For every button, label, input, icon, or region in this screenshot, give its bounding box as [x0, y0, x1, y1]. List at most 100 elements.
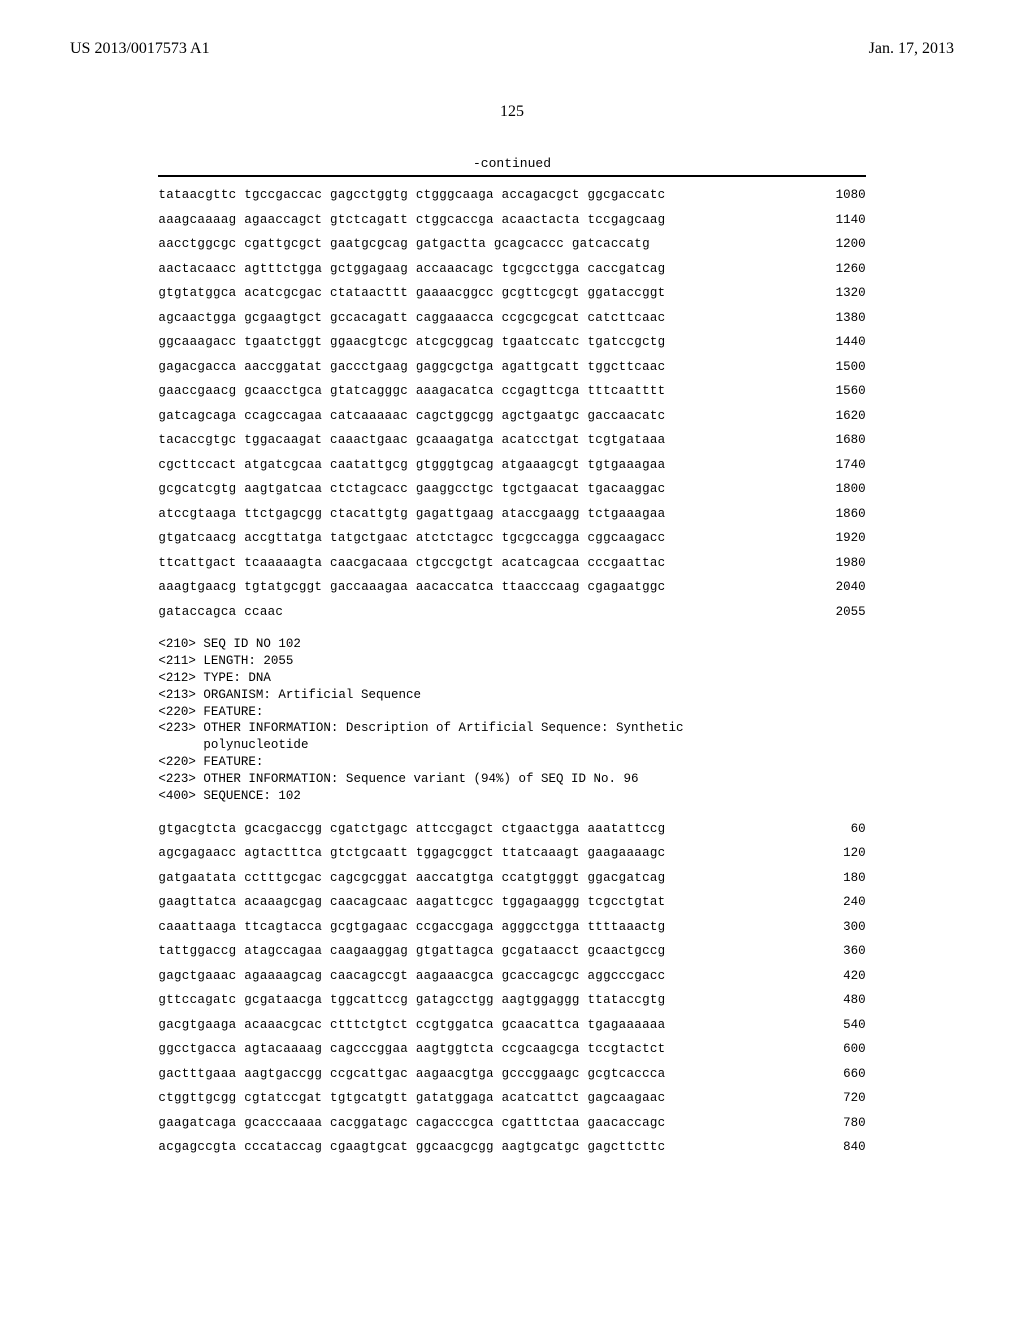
sequence-position: 1620 — [811, 410, 866, 423]
sequence-line: aacctggcgc cgattgcgct gaatgcgcag gatgact… — [158, 238, 865, 251]
sequence-position: 60 — [816, 823, 866, 836]
sequence-position: 1200 — [811, 238, 866, 251]
sequence-position: 660 — [816, 1068, 866, 1081]
sequence-position: 120 — [816, 847, 866, 860]
sequence-line: gagacgacca aaccggatat gaccctgaag gaggcgc… — [158, 361, 865, 374]
sequence-text: gtgatcaacg accgttatga tatgctgaac atctcta… — [158, 532, 665, 545]
sequence-text: aacctggcgc cgattgcgct gaatgcgcag gatgact… — [158, 238, 649, 251]
meta-line: <220> FEATURE: — [158, 704, 865, 721]
sequence-text: gatcagcaga ccagccagaa catcaaaaac cagctgg… — [158, 410, 665, 423]
sequence-block-1: tataacgttc tgccgaccac gagcctggtg ctgggca… — [158, 189, 865, 618]
sequence-position: 180 — [816, 872, 866, 885]
sequence-text: gtgtatggca acatcgcgac ctataacttt gaaaacg… — [158, 287, 665, 300]
meta-line: <223> OTHER INFORMATION: Description of … — [158, 720, 865, 737]
sequence-text: ggcaaagacc tgaatctggt ggaacgtcgc atcgcgg… — [158, 336, 665, 349]
sequence-position: 1320 — [811, 287, 866, 300]
sequence-line: aactacaacc agtttctgga gctggagaag accaaac… — [158, 263, 865, 276]
sequence-text: gaagatcaga gcacccaaaa cacggatagc cagaccc… — [158, 1117, 665, 1130]
page-number: 125 — [70, 103, 954, 121]
sequence-text: gagacgacca aaccggatat gaccctgaag gaggcgc… — [158, 361, 665, 374]
sequence-text: gataccagca ccaac — [158, 606, 283, 619]
sequence-line: gaagttatca acaaagcgag caacagcaac aagattc… — [158, 896, 865, 909]
sequence-line: atccgtaaga ttctgagcgg ctacattgtg gagattg… — [158, 508, 865, 521]
sequence-position: 720 — [816, 1092, 866, 1105]
sequence-position: 1380 — [811, 312, 866, 325]
sequence-line: ggcaaagacc tgaatctggt ggaacgtcgc atcgcgg… — [158, 336, 865, 349]
sequence-position: 240 — [816, 896, 866, 909]
meta-line: <220> FEATURE: — [158, 754, 865, 771]
sequence-line: agcgagaacc agtactttca gtctgcaatt tggagcg… — [158, 847, 865, 860]
sequence-line: gagctgaaac agaaaagcag caacagccgt aagaaac… — [158, 970, 865, 983]
publication-number: US 2013/0017573 A1 — [70, 40, 210, 58]
sequence-position: 1920 — [811, 532, 866, 545]
sequence-text: tacaccgtgc tggacaagat caaactgaac gcaaaga… — [158, 434, 665, 447]
sequence-text: agcgagaacc agtactttca gtctgcaatt tggagcg… — [158, 847, 665, 860]
meta-line: <210> SEQ ID NO 102 — [158, 636, 865, 653]
meta-line: <213> ORGANISM: Artificial Sequence — [158, 687, 865, 704]
meta-line: <212> TYPE: DNA — [158, 670, 865, 687]
sequence-line: gtgtatggca acatcgcgac ctataacttt gaaaacg… — [158, 287, 865, 300]
sequence-position: 1080 — [811, 189, 866, 202]
sequence-line: ctggttgcgg cgtatccgat tgtgcatgtt gatatgg… — [158, 1092, 865, 1105]
sequence-position: 1140 — [811, 214, 866, 227]
sequence-line: caaattaaga ttcagtacca gcgtgagaac ccgaccg… — [158, 921, 865, 934]
sequence-text: tattggaccg atagccagaa caagaaggag gtgatta… — [158, 945, 665, 958]
sequence-text: gatgaatata cctttgcgac cagcgcggat aaccatg… — [158, 872, 665, 885]
sequence-position: 780 — [816, 1117, 866, 1130]
sequence-line: gtgacgtcta gcacgaccgg cgatctgagc attccga… — [158, 823, 865, 836]
meta-line: <223> OTHER INFORMATION: Sequence varian… — [158, 771, 865, 788]
sequence-line: cgcttccact atgatcgcaa caatattgcg gtgggtg… — [158, 459, 865, 472]
sequence-position: 1680 — [811, 434, 866, 447]
sequence-text: gaaccgaacg gcaacctgca gtatcagggc aaagaca… — [158, 385, 665, 398]
meta-block: <210> SEQ ID NO 102<211> LENGTH: 2055<21… — [158, 636, 865, 805]
sequence-block-2: gtgacgtcta gcacgaccgg cgatctgagc attccga… — [158, 823, 865, 1154]
sequence-position: 480 — [816, 994, 866, 1007]
sequence-position: 540 — [816, 1019, 866, 1032]
sequence-position: 1260 — [811, 263, 866, 276]
sequence-position: 1860 — [811, 508, 866, 521]
sequence-position: 360 — [816, 945, 866, 958]
continued-label: -continued — [70, 156, 954, 171]
meta-line: <211> LENGTH: 2055 — [158, 653, 865, 670]
sequence-position: 1800 — [811, 483, 866, 496]
sequence-text: aaagtgaacg tgtatgcggt gaccaaagaa aacacca… — [158, 581, 665, 594]
sequence-line: gatcagcaga ccagccagaa catcaaaaac cagctgg… — [158, 410, 865, 423]
sequence-position: 420 — [816, 970, 866, 983]
divider — [158, 175, 865, 177]
sequence-text: ctggttgcgg cgtatccgat tgtgcatgtt gatatgg… — [158, 1092, 665, 1105]
sequence-text: gactttgaaa aagtgaccgg ccgcattgac aagaacg… — [158, 1068, 665, 1081]
sequence-line: gacgtgaaga acaaacgcac ctttctgtct ccgtgga… — [158, 1019, 865, 1032]
sequence-text: acgagccgta cccataccag cgaagtgcat ggcaacg… — [158, 1141, 665, 1154]
sequence-position: 1440 — [811, 336, 866, 349]
sequence-line: ggcctgacca agtacaaaag cagcccggaa aagtggt… — [158, 1043, 865, 1056]
sequence-text: ttcattgact tcaaaaagta caacgacaaa ctgccgc… — [158, 557, 665, 570]
sequence-text: gttccagatc gcgataacga tggcattccg gatagcc… — [158, 994, 665, 1007]
sequence-text: cgcttccact atgatcgcaa caatattgcg gtgggtg… — [158, 459, 665, 472]
sequence-line: gtgatcaacg accgttatga tatgctgaac atctcta… — [158, 532, 865, 545]
sequence-line: aaagcaaaag agaaccagct gtctcagatt ctggcac… — [158, 214, 865, 227]
sequence-position: 1560 — [811, 385, 866, 398]
sequence-line: ttcattgact tcaaaaagta caacgacaaa ctgccgc… — [158, 557, 865, 570]
sequence-position: 1740 — [811, 459, 866, 472]
sequence-text: gacgtgaaga acaaacgcac ctttctgtct ccgtgga… — [158, 1019, 665, 1032]
sequence-line: gaagatcaga gcacccaaaa cacggatagc cagaccc… — [158, 1117, 865, 1130]
sequence-text: gagctgaaac agaaaagcag caacagccgt aagaaac… — [158, 970, 665, 983]
sequence-line: tattggaccg atagccagaa caagaaggag gtgatta… — [158, 945, 865, 958]
sequence-line: gatgaatata cctttgcgac cagcgcggat aaccatg… — [158, 872, 865, 885]
sequence-text: gaagttatca acaaagcgag caacagcaac aagattc… — [158, 896, 665, 909]
sequence-position: 2040 — [811, 581, 866, 594]
publication-date: Jan. 17, 2013 — [869, 40, 954, 58]
sequence-line: gttccagatc gcgataacga tggcattccg gatagcc… — [158, 994, 865, 1007]
sequence-position: 600 — [816, 1043, 866, 1056]
meta-line: polynucleotide — [158, 737, 865, 754]
sequence-text: caaattaaga ttcagtacca gcgtgagaac ccgaccg… — [158, 921, 665, 934]
sequence-text: gtgacgtcta gcacgaccgg cgatctgagc attccga… — [158, 823, 665, 836]
sequence-line: tacaccgtgc tggacaagat caaactgaac gcaaaga… — [158, 434, 865, 447]
sequence-text: gcgcatcgtg aagtgatcaa ctctagcacc gaaggcc… — [158, 483, 665, 496]
sequence-line: tataacgttc tgccgaccac gagcctggtg ctgggca… — [158, 189, 865, 202]
sequence-line: gactttgaaa aagtgaccgg ccgcattgac aagaacg… — [158, 1068, 865, 1081]
sequence-position: 1500 — [811, 361, 866, 374]
sequence-position: 300 — [816, 921, 866, 934]
sequence-position: 2055 — [811, 606, 866, 619]
sequence-text: ggcctgacca agtacaaaag cagcccggaa aagtggt… — [158, 1043, 665, 1056]
